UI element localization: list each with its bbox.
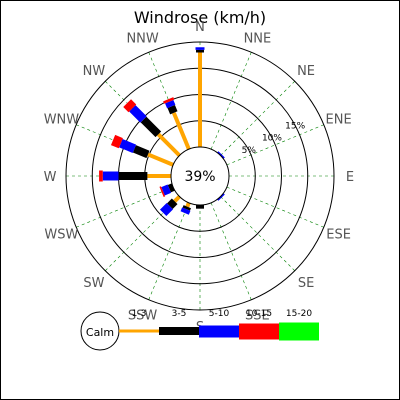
calm-percent-label: 39%	[184, 169, 215, 185]
direction-label-nne: NNE	[244, 31, 272, 46]
bar-wnw-1-3	[147, 152, 174, 167]
legend-label-15-20: 15-20	[286, 309, 312, 319]
direction-label-wnw: WNW	[44, 113, 80, 128]
direction-label-w: W	[44, 170, 57, 185]
direction-label-se: SE	[298, 276, 314, 291]
bar-nw-10-15	[123, 99, 137, 113]
bar-wsw-5-10	[161, 184, 172, 196]
bar-wnw-5-10	[119, 139, 137, 153]
legend-label-3-5: 3-5	[172, 309, 187, 319]
bar-ssw-1-3	[185, 202, 191, 208]
direction-label-nnw: NNW	[126, 31, 158, 46]
direction-labels: NNNENEENEEESESESSESSSWSWWSWWWNWNWNNW	[44, 20, 355, 335]
ring-label-3: 15%	[285, 121, 305, 131]
bar-sw-1-3	[173, 195, 181, 203]
bar-ssw-3-5	[182, 205, 191, 211]
calm-circle	[170, 146, 230, 206]
legend-swatch-1-3	[119, 329, 159, 333]
ring-label-1: 5%	[242, 146, 257, 156]
legend: Calm 1-3 3-5 5-10 10-15 15-20	[80, 309, 319, 351]
bar-nw-1-3	[156, 132, 181, 157]
bar-sw-5-10	[159, 202, 174, 217]
bar-nnw-1-3	[171, 112, 191, 150]
chart-title: Windrose (km/h)	[134, 8, 266, 27]
legend-label-1-3: 1-3	[132, 309, 147, 319]
legend-label-10-15: 10-15	[246, 309, 272, 319]
direction-label-ne: NE	[297, 64, 315, 79]
direction-label-sw: SW	[83, 276, 104, 291]
direction-label-wsw: WSW	[44, 227, 78, 242]
bar-nnw-10-15	[163, 97, 175, 104]
ring-label-2: 10%	[262, 134, 282, 144]
bar-wnw-3-5	[132, 145, 150, 159]
bar-nw-5-10	[129, 105, 147, 123]
direction-label-e: E	[346, 170, 354, 185]
direction-label-n: N	[195, 20, 205, 35]
calm-circle-group: 39%	[170, 146, 230, 206]
legend-swatch-15-20	[279, 322, 319, 341]
bar-nnw-3-5	[167, 104, 178, 115]
bar-wsw-3-5	[167, 183, 175, 193]
legend-swatch-5-10	[199, 325, 239, 338]
bar-nnw-5-10	[165, 99, 176, 109]
direction-label-ene: ENE	[326, 113, 352, 128]
legend-swatch-10-15	[239, 323, 279, 340]
direction-label-nw: NW	[83, 64, 106, 79]
bar-ssw-5-10	[180, 207, 191, 215]
bar-sw-3-5	[167, 198, 178, 209]
legend-swatch-3-5	[159, 327, 199, 335]
legend-label-5-10: 5-10	[209, 309, 230, 319]
ring-4	[65, 41, 335, 311]
legend-calm-label: Calm	[86, 326, 114, 339]
direction-label-ssw: SSW	[128, 309, 158, 324]
bar-wsw-10-15	[159, 186, 166, 198]
direction-label-sse: SSE	[245, 309, 270, 324]
ring-labels: 5% 10%15%	[242, 121, 306, 156]
bar-nw-3-5	[140, 116, 162, 138]
direction-label-ese: ESE	[326, 227, 351, 242]
bar-wnw-10-15	[110, 134, 123, 149]
